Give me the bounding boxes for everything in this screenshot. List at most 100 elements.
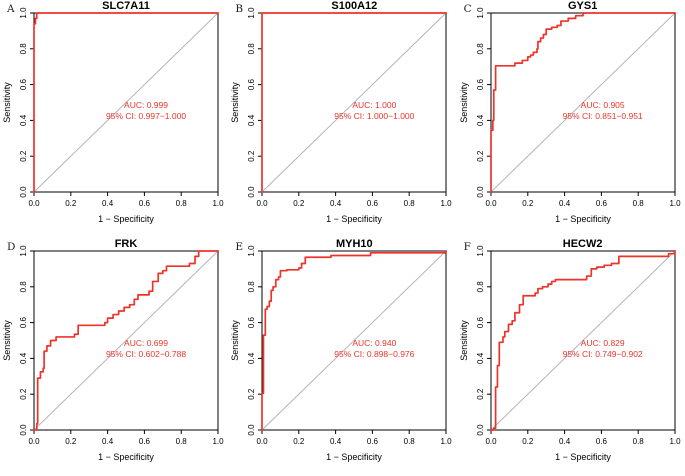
x-axis: 0.0 0.2 0.4 0.6 0.8 1.0 1 − Specificity [485,192,681,224]
panel-letter-d: D [7,241,16,253]
diagonal-reference-line [490,12,676,193]
panel-title-frk: FRK [114,238,138,250]
y-tick-label: 1.0 [247,245,256,257]
x-tick-label: 0.4 [330,437,342,446]
x-tick-label: 0.2 [65,437,77,446]
x-tick-label: 0.4 [102,437,114,446]
y-tick-label: 0.8 [476,43,485,55]
auc-annotation: AUC: 0.905 95% CI: 0.851−0.951 [563,100,643,122]
x-tick-label: 0.2 [65,199,77,208]
y-tick-label: 1.0 [476,7,485,19]
y-axis: 0.0 0.2 0.4 0.6 0.8 1.0 Sensitivity [459,245,491,436]
roc-panel-s100a12: 0.0 0.2 0.4 0.6 0.8 1.0 1 − Specificity 0.0 0.2 0… [228,0,456,238]
x-tick-label: 0.8 [176,199,188,208]
roc-curve [489,12,676,193]
y-tick-label: 1.0 [19,7,28,19]
x-axis: 0.0 0.2 0.4 0.6 0.8 1.0 1 − Specificity [28,430,224,462]
y-axis-title: Sensitivity [459,320,469,361]
x-tick-label: 0.0 [28,199,40,208]
x-tick-label: 0.6 [595,437,607,446]
y-tick-label: 1.0 [476,245,485,257]
x-tick-label: 0.4 [102,199,114,208]
y-tick-label: 0.2 [19,388,28,400]
roc-plot-frk: 0.0 0.2 0.4 0.6 0.8 1.01 − Specificity0.00.20… [2,245,224,462]
x-tick-label: 1.0 [669,199,681,208]
roc-curve [489,250,676,431]
diagonal-reference-line [261,12,447,193]
y-tick-label: 0.2 [247,388,256,400]
y-tick-label: 0.6 [19,78,28,90]
x-axis-title: 1 − Specificity [326,452,382,462]
x-tick-label: 1.0 [669,437,681,446]
y-tick-label: 0.4 [247,114,256,126]
x-tick-label: 0.2 [522,199,534,208]
plot-frame [261,250,447,431]
panel-title-myh10: MYH10 [335,238,373,250]
roc-plot-gys1: 0.0 0.2 0.4 0.6 0.8 1.01 − Specificity0.00.20… [459,7,681,224]
x-axis: 0.0 0.2 0.4 0.6 0.8 1.0 1 − Specificity [257,192,452,224]
y-tick-label: 0.8 [247,43,256,55]
auc-value-text: AUC: 0.829 [580,337,625,348]
panel-letter-e: E [235,241,243,253]
y-tick-label: 0.4 [476,114,485,126]
x-tick-label: 0.0 [257,437,269,446]
x-tick-label: 0.6 [595,199,607,208]
auc-value-text: AUC: 0.699 [124,337,168,348]
x-tick-label: 0.8 [176,437,188,446]
roc-panel-frk: 0.0 0.2 0.4 0.6 0.8 1.0 1 − Specificity 0.0 0.2 0… [0,238,228,476]
y-tick-label: 0.8 [247,281,256,293]
x-tick-label: 1.0 [212,199,224,208]
x-tick-label: 0.6 [139,199,151,208]
auc-annotation: AUC: 0.829 95% CI: 0.749−0.902 [563,338,643,360]
ci-value-text: 95% CI: 0.602−0.788 [105,349,187,359]
diagonal-reference-line [490,250,676,431]
ci-value-text: 95% CI: 0.997−1.000 [105,111,187,121]
panel-letter-a: A [7,3,15,15]
roc-plot-s100a12: 0.0 0.2 0.4 0.6 0.8 1.01 − Specificity0.00.20… [230,7,452,224]
x-tick-label: 0.0 [485,437,497,446]
auc-value-text: AUC: 0.905 [580,99,625,110]
plot-frame [33,250,219,431]
x-tick-label: 0.6 [139,437,151,446]
x-tick-label: 0.8 [404,199,416,208]
x-tick-label: 0.6 [367,437,379,446]
y-axis-title: Sensitivity [2,82,12,123]
y-tick-label: 0.4 [19,114,28,126]
x-tick-label: 0.0 [257,199,269,208]
x-tick-label: 0.4 [559,199,571,208]
ci-value-text: 95% CI: 1.000−1.000 [334,111,415,121]
roc-curve [261,12,448,193]
y-tick-label: 1.0 [19,245,28,257]
auc-annotation: AUC: 0.699 95% CI: 0.602−0.788 [106,338,186,360]
auc-annotation: AUC: 0.999 95% CI: 0.997−1.000 [106,100,186,122]
x-tick-label: 0.8 [632,199,644,208]
y-tick-label: 0.0 [247,424,256,436]
y-tick-label: 0.8 [19,43,28,55]
diagonal-reference-line [261,250,447,431]
x-tick-label: 0.4 [559,437,571,446]
x-tick-label: 1.0 [441,437,453,446]
x-tick-label: 0.6 [367,199,379,208]
x-tick-label: 0.2 [294,437,306,446]
y-axis: 0.0 0.2 0.4 0.6 0.8 1.0 Sensitivity [2,7,34,198]
panel-letter-f: F [463,241,471,253]
auc-value-text: AUC: 0.940 [352,337,397,348]
y-tick-label: 0.4 [247,352,256,364]
roc-plot-slc7a11: 0.0 0.2 0.4 0.6 0.8 1.01 − Specificity0.00.20… [2,7,224,224]
x-tick-label: 0.8 [404,437,416,446]
y-tick-label: 0.6 [247,316,256,328]
plot-frame [490,250,676,431]
y-tick-label: 0.0 [476,424,485,436]
y-axis-title: Sensitivity [459,82,469,123]
y-tick-label: 0.0 [476,186,485,198]
auc-value-text: AUC: 0.999 [124,99,168,110]
ci-value-text: 95% CI: 0.851−0.951 [562,111,643,121]
roc-plot-hecw2: 0.0 0.2 0.4 0.6 0.8 1.01 − Specificity0.00.20… [459,245,681,462]
y-tick-label: 0.6 [19,316,28,328]
y-axis: 0.0 0.2 0.4 0.6 0.8 1.0 Sensitivity [230,245,263,436]
panel-title-gys1: GYS1 [567,0,598,12]
x-tick-label: 0.2 [294,199,306,208]
y-tick-label: 0.8 [19,281,28,293]
y-tick-label: 0.6 [476,316,485,328]
